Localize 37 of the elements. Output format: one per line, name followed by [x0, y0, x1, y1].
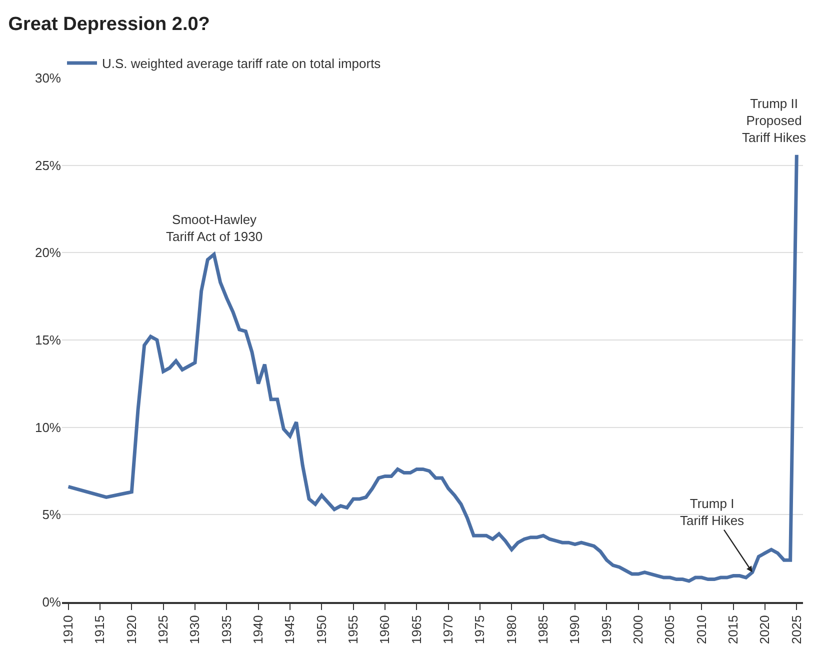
y-tick-label: 5% — [42, 507, 62, 522]
x-tick-label: 2025 — [788, 615, 804, 644]
line-series — [66, 153, 798, 583]
x-tick-label: 1995 — [598, 615, 614, 644]
y-tick-label: 30% — [34, 70, 62, 86]
x-tick-label: 1970 — [440, 615, 456, 644]
x-tick-label: 2015 — [726, 615, 741, 644]
x-tick-label: 1980 — [504, 615, 519, 644]
x-tick-label: 1925 — [156, 615, 171, 644]
x-tick-label: 1940 — [250, 615, 266, 644]
x-tick-label: 1950 — [314, 615, 329, 644]
annotation: Trump II Proposed Tariff Hikes — [742, 96, 807, 145]
y-tick-label: 10% — [34, 420, 62, 435]
annotation: Trump I Tariff Hikes — [680, 496, 745, 528]
x-tick-label: 1920 — [124, 615, 139, 644]
x-tick-label: 1985 — [536, 615, 551, 644]
x-tick-label: 2000 — [630, 615, 646, 644]
x-tick-label: 1965 — [408, 615, 424, 644]
x-tick-label: 2010 — [694, 615, 709, 644]
x-tick-label: 1975 — [472, 615, 488, 644]
x-tick-label: 1935 — [218, 615, 234, 644]
x-tick-label: 1930 — [187, 615, 202, 644]
y-tick-label: 0% — [42, 594, 62, 610]
legend-label: U.S. weighted average tariff rate on total imports — [102, 56, 382, 72]
x-tick-label: 1910 — [60, 615, 76, 644]
annotation: Smoot-Hawley Tariff Act of 1930 — [166, 212, 263, 244]
chart-title: Great Depression 2.0? — [8, 14, 210, 35]
x-tick-label: 1990 — [567, 615, 582, 644]
x-tick-label: 1960 — [377, 615, 392, 644]
x-tick-label: 2005 — [662, 615, 678, 644]
y-tick-label: 20% — [34, 245, 62, 260]
x-tick-label: 1945 — [282, 615, 298, 644]
y-tick-label: 15% — [34, 332, 62, 348]
x-tick-label: 1915 — [92, 615, 108, 644]
y-tick-label: 25% — [34, 158, 62, 173]
x-tick-label: 2020 — [757, 615, 772, 644]
x-tick-label: 1955 — [346, 615, 361, 644]
